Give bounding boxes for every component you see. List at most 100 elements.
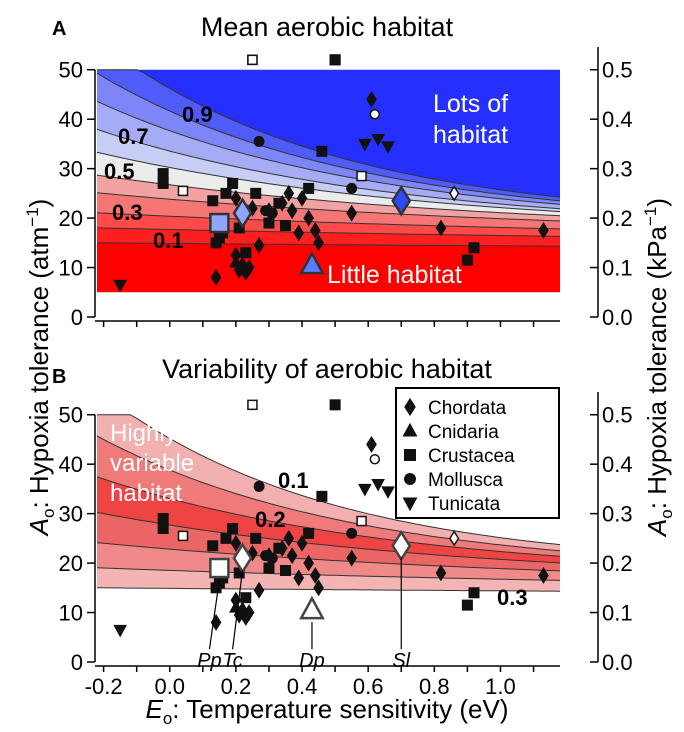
data-point bbox=[263, 562, 275, 574]
data-point bbox=[435, 564, 447, 582]
data-point bbox=[538, 567, 549, 584]
label-little-habitat: Little habitat bbox=[327, 261, 462, 289]
data-point-open bbox=[177, 530, 189, 542]
y-right-tick-label: 0.1 bbox=[602, 601, 633, 626]
data-point bbox=[230, 189, 242, 207]
data-point bbox=[263, 217, 275, 229]
legend-label: Chordata bbox=[428, 398, 507, 419]
data-point bbox=[293, 224, 305, 242]
legend-marker bbox=[402, 422, 418, 437]
y-tick-label: 10 bbox=[59, 601, 83, 626]
contour-line bbox=[97, 69, 560, 198]
contour-line bbox=[97, 567, 560, 581]
data-point bbox=[253, 581, 265, 599]
contour-label-0-7: 0.7 bbox=[118, 124, 149, 149]
panel-b-letter: B bbox=[52, 366, 66, 388]
y-tick-label: 10 bbox=[59, 256, 83, 281]
data-point bbox=[371, 133, 385, 147]
habitat-band bbox=[97, 152, 560, 216]
y-right-tick-label: 0.2 bbox=[602, 206, 633, 231]
habitat-band bbox=[97, 101, 560, 209]
data-point bbox=[207, 540, 219, 552]
label-highly-variable-1: Highly bbox=[110, 420, 177, 447]
data-point bbox=[346, 204, 357, 222]
data-point bbox=[329, 399, 341, 411]
panel-a-points-outside bbox=[209, 54, 412, 275]
panel-b-species-callouts: Pp Tc Dp Sl bbox=[197, 557, 411, 672]
data-point bbox=[303, 527, 315, 539]
data-point bbox=[461, 254, 473, 266]
data-point bbox=[303, 209, 314, 227]
habitat-band bbox=[97, 69, 560, 201]
x-tick-label: 0.6 bbox=[353, 674, 384, 699]
y-tick-label: 40 bbox=[59, 452, 83, 477]
data-point bbox=[329, 54, 341, 66]
data-point bbox=[113, 279, 127, 293]
y-right-tick-label: 0.1 bbox=[602, 256, 633, 281]
data-point bbox=[230, 534, 242, 552]
data-point bbox=[358, 483, 372, 497]
x-axis-label: Eo: Temperature sensitivity (eV) bbox=[145, 694, 508, 727]
contour-line bbox=[97, 100, 560, 205]
label-highly-variable-3: habitat bbox=[110, 480, 182, 507]
data-point bbox=[309, 222, 321, 239]
data-point bbox=[157, 522, 169, 534]
data-point bbox=[381, 486, 395, 499]
data-point-open bbox=[356, 170, 367, 182]
species-label: Pp bbox=[197, 650, 221, 672]
species-label: Sl bbox=[392, 650, 410, 672]
contour-b-label-0-2: 0.2 bbox=[255, 507, 286, 532]
legend: Chordata Cnidaria Crustacea Mollusca Tunicat… bbox=[395, 387, 560, 519]
data-point bbox=[157, 168, 169, 180]
panel-a-axes: 0 0.0 10 0.1 20 0.2 30 0.3 40 0.4 50 0.5 bbox=[59, 47, 633, 330]
contour-line bbox=[97, 511, 560, 564]
data-point bbox=[273, 542, 285, 554]
y-right-tick-label: 0.4 bbox=[602, 452, 633, 477]
y-tick-label: 50 bbox=[59, 403, 83, 428]
contour-label-0-1: 0.1 bbox=[153, 228, 184, 253]
data-point bbox=[381, 141, 395, 154]
data-point bbox=[461, 599, 473, 611]
legend-label: Cnidaria bbox=[428, 422, 499, 443]
legend-label: Mollusca bbox=[428, 470, 503, 491]
habitat-band bbox=[97, 414, 560, 551]
y-right-tick-label: 0.0 bbox=[602, 650, 633, 675]
data-point bbox=[210, 269, 222, 286]
callout-line bbox=[208, 579, 220, 650]
habitat-band bbox=[97, 587, 560, 662]
data-point-open bbox=[177, 185, 189, 197]
data-point bbox=[293, 569, 305, 587]
data-point bbox=[157, 513, 169, 525]
data-point bbox=[296, 189, 308, 207]
legend-marker bbox=[404, 397, 416, 417]
data-point bbox=[280, 220, 292, 232]
data-point bbox=[358, 138, 372, 152]
y-tick-label: 0 bbox=[71, 650, 83, 675]
contour-line bbox=[97, 128, 560, 210]
contour-line bbox=[97, 212, 560, 230]
y-tick-label: 20 bbox=[59, 551, 83, 576]
contour-line bbox=[97, 542, 560, 572]
data-point bbox=[229, 600, 243, 613]
data-point bbox=[253, 480, 265, 492]
species-label: Tc bbox=[222, 650, 242, 672]
contour-b-label-0-1: 0.1 bbox=[278, 468, 309, 493]
contour-line bbox=[97, 151, 560, 213]
data-point bbox=[227, 177, 239, 189]
data-point bbox=[346, 527, 358, 539]
contour-label-0-3: 0.3 bbox=[112, 200, 143, 225]
y-tick-label: 0 bbox=[71, 305, 83, 330]
data-point-open bbox=[369, 453, 381, 465]
data-point bbox=[313, 579, 324, 597]
y-right-tick-label: 0.3 bbox=[602, 502, 633, 527]
contour-line bbox=[97, 192, 560, 222]
data-point bbox=[468, 242, 480, 254]
y-right-tick-label: 0.3 bbox=[602, 157, 633, 182]
y-tick-label: 40 bbox=[59, 107, 83, 132]
data-point bbox=[280, 565, 292, 577]
data-point bbox=[316, 490, 328, 502]
data-point bbox=[253, 236, 265, 254]
highlight-point bbox=[391, 184, 412, 217]
label-lots-of-habitat-1: Lots of bbox=[433, 90, 508, 118]
